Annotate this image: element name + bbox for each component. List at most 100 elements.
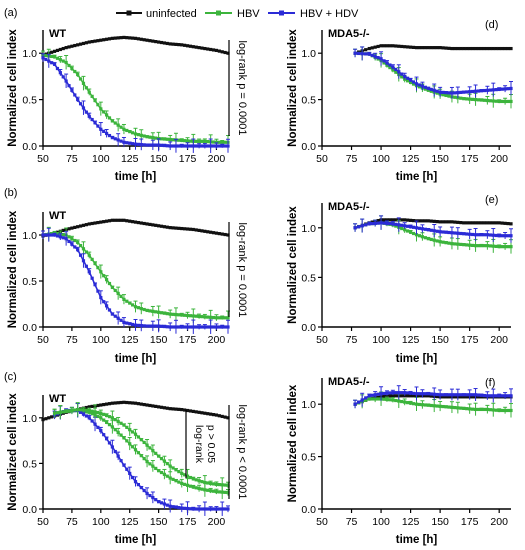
- data-point: [107, 441, 112, 445]
- data-point: [78, 77, 83, 81]
- data-point: [162, 143, 167, 148]
- data-point: [165, 474, 169, 478]
- series-hbv: [41, 48, 230, 150]
- panels: 0.0 0.5 1.0 50 75 100 125 150 175 200 Normalized c…: [4, 7, 513, 546]
- data-point: [47, 233, 51, 237]
- y-axis-title: Normalized cell index: [287, 384, 299, 502]
- data-point: [465, 221, 469, 225]
- data-point: [482, 233, 487, 237]
- data-point: [400, 75, 404, 79]
- data-point: [500, 394, 504, 398]
- data-point: [61, 75, 65, 79]
- data-point: [159, 311, 164, 315]
- data-point: [90, 412, 94, 416]
- data-point: [482, 46, 487, 51]
- data-point: [151, 404, 155, 408]
- data-point: [50, 415, 54, 419]
- data-point: [441, 93, 445, 97]
- y-tick-label: 0.0: [22, 141, 37, 153]
- data-point: [168, 42, 172, 46]
- data-point: [468, 393, 472, 397]
- data-point: [171, 312, 175, 316]
- data-point: [211, 140, 216, 144]
- data-point: [429, 219, 433, 223]
- data-point: [185, 227, 190, 231]
- data-point: [471, 243, 475, 248]
- data-point: [151, 464, 155, 468]
- data-point: [44, 417, 48, 421]
- data-point: [61, 236, 65, 240]
- data-point: [211, 315, 216, 320]
- data-point: [488, 99, 492, 103]
- data-point: [136, 306, 140, 310]
- data-point: [373, 397, 377, 401]
- data-point: [473, 393, 478, 397]
- y-tick-label: 0.0: [301, 141, 316, 153]
- data-point: [456, 393, 460, 397]
- data-point: [78, 408, 83, 412]
- data-point: [102, 418, 106, 422]
- data-point: [81, 41, 86, 46]
- data-point: [116, 454, 120, 458]
- series-line: [43, 234, 228, 328]
- data-point: [220, 140, 224, 144]
- data-point: [191, 45, 195, 49]
- data-point: [84, 41, 88, 45]
- data-point: [81, 106, 86, 110]
- data-point: [76, 98, 80, 102]
- data-point: [479, 244, 484, 248]
- data-point: [162, 502, 167, 506]
- data-point: [217, 140, 221, 144]
- data-point: [423, 392, 427, 396]
- data-point: [157, 143, 161, 147]
- data-point: [174, 226, 178, 230]
- data-point: [471, 393, 475, 397]
- data-point: [93, 283, 97, 287]
- data-point: [432, 219, 436, 223]
- data-point: [122, 218, 126, 222]
- data-point: [485, 394, 489, 398]
- data-point: [485, 98, 489, 103]
- data-point: [468, 221, 472, 225]
- data-point: [50, 61, 54, 65]
- data-point: [459, 242, 463, 247]
- data-point: [370, 221, 374, 226]
- data-point: [139, 324, 143, 328]
- x-tick-label: 125: [402, 516, 420, 528]
- data-point: [465, 407, 469, 411]
- x-tick-label: 50: [37, 153, 49, 165]
- data-point: [491, 244, 495, 248]
- data-point: [488, 394, 492, 398]
- data-point: [209, 325, 213, 329]
- data-point: [435, 229, 439, 233]
- data-point: [122, 463, 126, 467]
- data-point: [159, 137, 164, 141]
- data-point: [479, 98, 484, 102]
- data-point: [503, 87, 507, 91]
- data-point: [102, 433, 106, 437]
- data-point: [125, 400, 129, 405]
- data-point: [506, 99, 510, 104]
- data-point: [357, 225, 361, 229]
- data-point: [391, 44, 395, 48]
- y-tick-label: 1.0: [22, 413, 37, 425]
- legend-entry-hbv-hdv: HBV + HDV: [268, 8, 359, 20]
- data-point: [168, 226, 172, 230]
- data-point: [385, 394, 389, 398]
- data-point: [180, 325, 184, 329]
- data-point: [131, 445, 135, 449]
- data-point: [185, 325, 190, 329]
- data-point: [148, 446, 152, 450]
- data-point: [113, 449, 117, 454]
- data-point: [136, 435, 140, 439]
- log-rank-annotation: log-rank p = 0.0001: [236, 40, 248, 135]
- data-point: [217, 49, 221, 53]
- data-point: [408, 218, 413, 222]
- data-point: [122, 127, 126, 131]
- data-point: [107, 402, 112, 406]
- data-point: [379, 221, 383, 225]
- data-point: [223, 490, 227, 494]
- data-point: [96, 39, 100, 43]
- data-point: [453, 91, 457, 95]
- data-point: [400, 399, 404, 404]
